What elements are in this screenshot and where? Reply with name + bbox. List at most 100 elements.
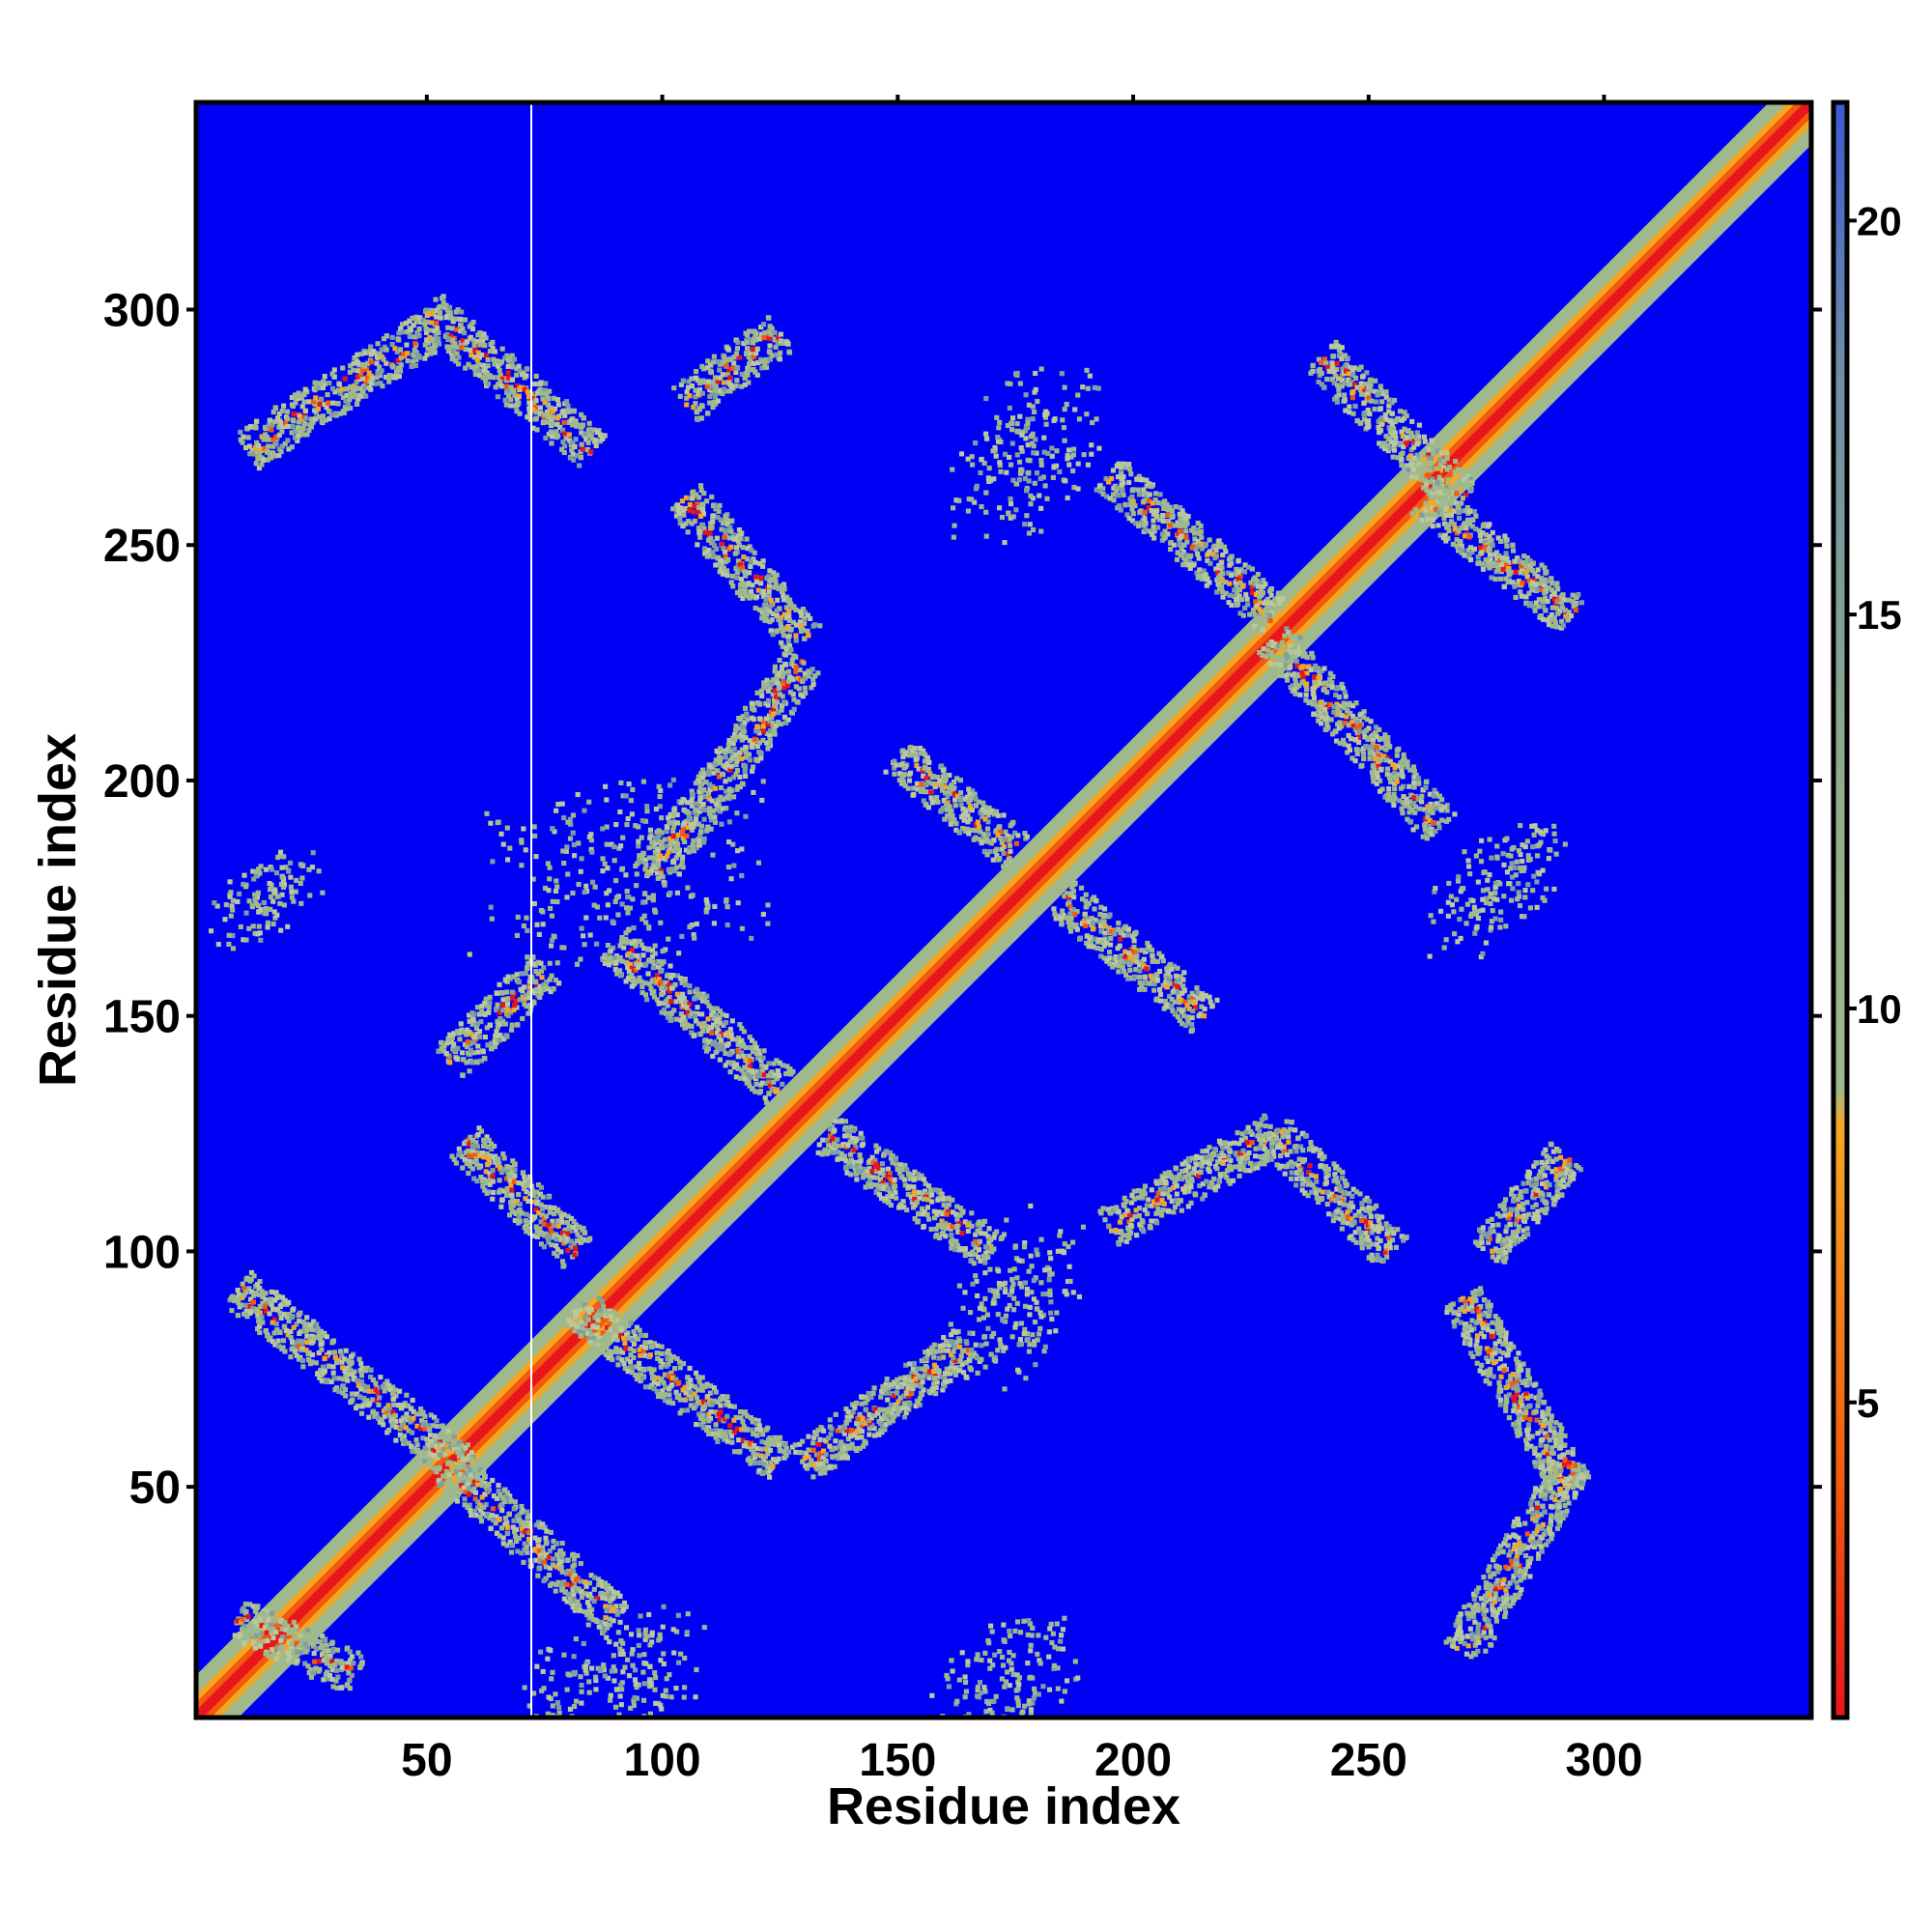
contact-cell	[1119, 1214, 1124, 1220]
contact-cell	[732, 1449, 738, 1455]
contact-cell	[244, 1314, 250, 1320]
contact-cell	[1237, 1166, 1243, 1172]
contact-cell	[881, 1186, 887, 1192]
contact-cell	[649, 979, 655, 984]
contact-cell	[1191, 1166, 1197, 1172]
contact-cell	[803, 1450, 809, 1456]
contact-cell	[277, 1329, 283, 1335]
contact-cell	[408, 1419, 413, 1425]
contact-cell	[656, 964, 662, 970]
contact-cell	[781, 1449, 787, 1455]
contact-cell	[988, 840, 994, 846]
contact-cell	[781, 670, 787, 676]
contact-cell	[953, 1339, 959, 1345]
contact-cell	[828, 1126, 834, 1132]
contact-cell	[696, 838, 702, 843]
contact-cell	[494, 1039, 499, 1045]
contact-cell	[1207, 1145, 1212, 1151]
contact-cell	[637, 1327, 642, 1333]
contact-cell	[377, 1395, 383, 1401]
contact-cell	[853, 1171, 859, 1177]
contact-cell	[544, 1528, 550, 1534]
contact-cell	[647, 1352, 653, 1358]
contact-cell	[764, 740, 770, 746]
contact-cell	[470, 1017, 476, 1023]
contact-cell	[710, 503, 717, 509]
contact-cell	[745, 1067, 751, 1073]
contact-cell	[642, 1340, 648, 1346]
contact-cell	[746, 1078, 752, 1084]
contact-cell	[682, 982, 689, 988]
contact-cell	[1189, 997, 1195, 1003]
contact-cell	[342, 1387, 349, 1393]
contact-cell	[650, 1375, 656, 1381]
contact-cell	[1122, 954, 1128, 961]
contact-cell	[534, 1189, 540, 1195]
contact-cell	[758, 1428, 764, 1434]
contact-cell	[427, 1427, 433, 1433]
contact-cell	[623, 1604, 629, 1609]
contact-cell	[342, 1368, 348, 1375]
contact-cell	[758, 688, 764, 694]
contact-cell	[580, 1312, 585, 1318]
contact-cell	[567, 1596, 573, 1602]
contact-cell	[1222, 1140, 1228, 1146]
contact-cell	[300, 1364, 306, 1370]
contact-cell	[938, 782, 944, 788]
contact-cell	[977, 1219, 982, 1225]
contact-cell	[564, 1581, 570, 1587]
contact-cell	[636, 964, 641, 970]
contact-cell	[675, 832, 681, 838]
contact-cell	[597, 1295, 603, 1302]
contact-cell	[685, 1022, 691, 1028]
contact-cell	[560, 1580, 566, 1586]
contact-cell	[461, 1485, 468, 1491]
contact-cell	[894, 762, 899, 768]
contact-cell	[739, 1026, 745, 1032]
contact-cell	[718, 563, 724, 569]
contact-cell	[723, 1396, 728, 1402]
contact-cell	[461, 1057, 467, 1063]
contact-cell	[537, 1191, 544, 1197]
contact-cell	[1155, 1190, 1161, 1196]
contact-cell	[540, 1545, 546, 1550]
contact-cell	[520, 1015, 526, 1022]
contact-cell	[783, 720, 789, 725]
contact-cell	[503, 1520, 509, 1526]
contact-cell	[594, 1324, 600, 1330]
contact-cell	[418, 1417, 425, 1424]
contact-cell	[872, 1164, 878, 1170]
contact-cell	[970, 1249, 976, 1255]
contact-cell	[475, 1476, 481, 1482]
contact-cell	[691, 489, 696, 495]
contact-cell	[740, 545, 746, 551]
contact-cell	[842, 1445, 848, 1451]
contact-cell	[835, 1137, 840, 1143]
contact-cell	[911, 785, 917, 791]
contact-cell	[904, 1405, 911, 1410]
contact-cell	[879, 1196, 885, 1202]
contact-cell	[1217, 1139, 1223, 1145]
contact-cell	[858, 1419, 864, 1425]
contact-cell	[608, 1604, 613, 1609]
contact-cell	[976, 1247, 981, 1253]
contact-cell	[621, 1600, 628, 1605]
contact-cell	[505, 996, 511, 1002]
contact-cell	[912, 1216, 918, 1222]
contact-cell	[535, 1538, 541, 1544]
contact-cell	[512, 1499, 518, 1505]
contact-cell	[512, 1217, 518, 1224]
contact-cell	[1066, 918, 1072, 923]
contact-cell	[659, 1009, 665, 1015]
contact-cell	[881, 1412, 888, 1418]
contact-cell	[941, 1202, 947, 1208]
contact-cell	[1097, 1208, 1103, 1214]
contact-cell	[508, 1497, 514, 1503]
contact-cell	[777, 1060, 782, 1065]
contact-cell	[597, 1334, 603, 1340]
contact-cell	[907, 1402, 913, 1407]
contact-cell	[1149, 1187, 1154, 1193]
contact-cell	[919, 1392, 925, 1398]
contact-cell	[806, 1434, 811, 1439]
contact-cell	[582, 1327, 588, 1333]
